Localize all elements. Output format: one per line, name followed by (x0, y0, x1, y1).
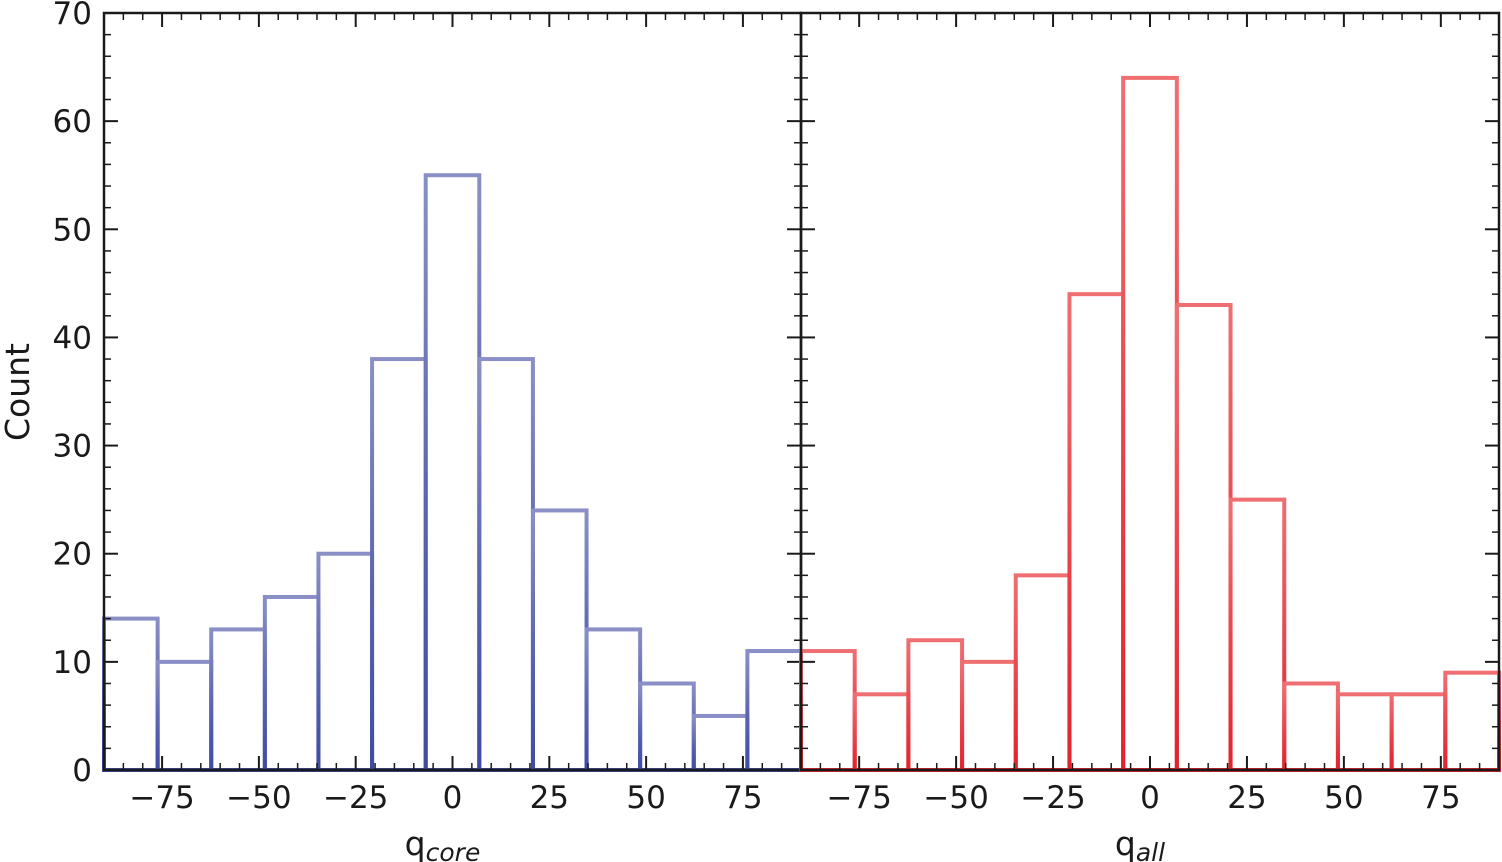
x-axis-label-core: qcore (405, 824, 481, 862)
x-axis-label-all: qall (1115, 824, 1165, 862)
y-tick-label: 0 (72, 753, 92, 789)
x-tick-label: 50 (1324, 780, 1363, 816)
x-tick-label: 75 (723, 780, 762, 816)
histogram-bar (102, 616, 160, 772)
histogram-bar (1443, 670, 1501, 773)
histogram-bar (1174, 302, 1233, 772)
histogram-bar (423, 173, 482, 772)
plot-frame (102, 11, 803, 772)
y-tick-label: 10 (53, 645, 92, 681)
x-tick-label: 50 (626, 780, 665, 816)
x-tick-label: −50 (923, 780, 988, 816)
x-tick-label: −75 (129, 780, 194, 816)
x-axis-label-subscript: core (426, 838, 481, 862)
histogram-bar (852, 692, 911, 772)
histogram-bar (1335, 692, 1394, 772)
x-axis-label-main: q (1115, 824, 1136, 862)
histogram-bar (1389, 692, 1448, 772)
x-axis-label-main: q (405, 824, 426, 862)
x-tick-label: −25 (323, 780, 388, 816)
histogram-bar (960, 659, 1018, 772)
histogram-bar (262, 594, 321, 772)
panel-q-core: −75 −50 −25 0 25 50 75 0 10 20 30 40 50 60 70 qcore (53, 0, 804, 862)
x-tick-label: 0 (1140, 780, 1160, 816)
x-tick-label: 75 (1421, 780, 1460, 816)
histogram-bar (530, 508, 589, 772)
histogram-bar (1121, 75, 1179, 772)
histogram-bar (477, 357, 535, 772)
y-tick-label: 30 (53, 429, 92, 465)
y-axis-label: Count (0, 343, 37, 441)
y-tick-label: 50 (53, 212, 92, 248)
histogram-bar (1282, 681, 1340, 772)
x-tick-label: −25 (1020, 780, 1085, 816)
x-axis-label-subscript: all (1136, 838, 1165, 862)
x-tick-label: −75 (826, 780, 891, 816)
histogram-bar (638, 681, 696, 772)
y-tick-label: 70 (53, 0, 92, 32)
y-tick-label: 40 (53, 320, 92, 356)
y-tick-label: 60 (53, 104, 92, 140)
histogram-bar (906, 638, 965, 772)
y-tick-label: 20 (53, 537, 92, 573)
x-tick-label: 25 (530, 780, 569, 816)
histogram-bar (370, 357, 428, 772)
histogram-bar (155, 659, 214, 772)
histogram-bar (316, 551, 375, 773)
histogram-bar (209, 627, 267, 773)
histogram-bar (799, 649, 857, 772)
x-tick-label: 0 (443, 780, 463, 816)
panel-q-all: −75 −50 −25 0 25 50 75 qall (799, 11, 1501, 862)
histogram-bar (1013, 573, 1072, 772)
x-tick-label: −50 (226, 780, 291, 816)
histogram-bar (1228, 497, 1287, 772)
histogram-bar (691, 713, 750, 773)
plot-frame (799, 11, 1501, 772)
x-tick-label: 25 (1227, 780, 1266, 816)
histogram-bar (1067, 292, 1126, 772)
histogram-bar (584, 627, 643, 773)
histogram-bar (745, 649, 804, 772)
